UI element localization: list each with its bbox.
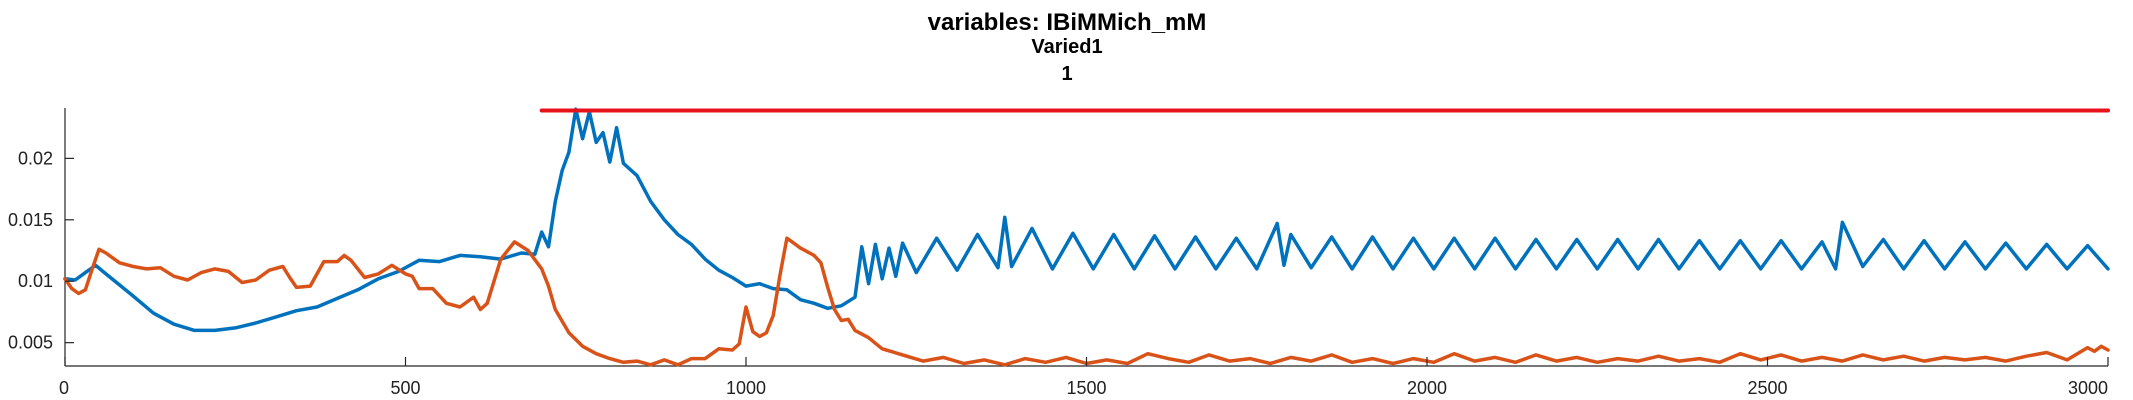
y-tick-label: 0.005 [8, 333, 53, 353]
x-tick-label: 500 [390, 378, 420, 398]
chart-subtitle-line-1: Varied1 [1031, 36, 1102, 58]
x-tick-label: 3000 [2068, 378, 2108, 398]
x-tick-label: 1000 [726, 378, 766, 398]
series-layer [63, 107, 2110, 367]
x-tick-label: 0 [59, 378, 69, 398]
series-line-1 [63, 107, 2110, 333]
x-tick-label: 2500 [1747, 378, 1787, 398]
y-tick-label: 0.015 [8, 210, 53, 230]
chart-title: variables: IBiMMich_mM [928, 9, 1207, 36]
y-tick-label: 0.01 [18, 271, 53, 291]
plot-area: 0 500 1000 1500 2000 2500 3000 0.005 0.01 0.015 0.… [8, 107, 2110, 398]
chart-subtitle-line-2: 1 [1061, 63, 1072, 85]
y-tick-label: 0.02 [18, 148, 53, 168]
ticks-layer: 0 500 1000 1500 2000 2500 3000 0.005 0.01 0.015 0.… [8, 148, 2109, 398]
x-tick-label: 1500 [1066, 378, 1106, 398]
x-tick-label: 2000 [1407, 378, 1447, 398]
series-line-2 [63, 236, 2110, 367]
